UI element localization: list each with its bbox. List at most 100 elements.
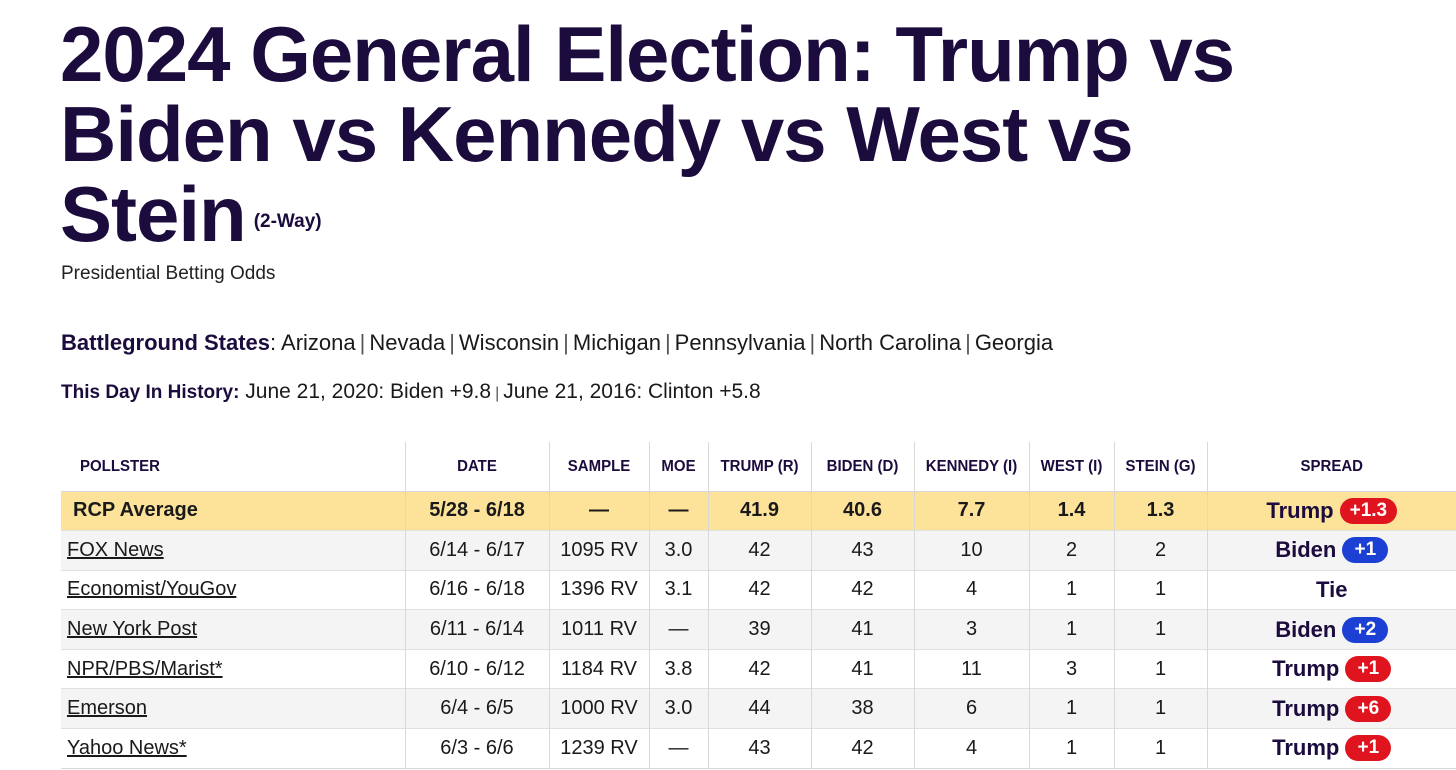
header-west[interactable]: WEST (I) <box>1028 440 1114 493</box>
west-cell: 3 <box>1028 648 1114 689</box>
stein-cell: 2 <box>1113 530 1207 571</box>
spread-leader: Biden <box>1275 616 1337 642</box>
stein-cell: 1 <box>1113 569 1207 610</box>
table-row: Emerson 6/4 - 6/5 1000 RV 3.0 44 38 6 1 1 Trump +6 <box>61 688 1456 729</box>
biden-cell: 42 <box>810 569 914 610</box>
moe-cell: 3.1 <box>648 569 708 610</box>
spread-badge: +1 <box>1345 656 1392 683</box>
sample-cell: 1011 RV <box>548 609 649 650</box>
pollster-cell: NPR/PBS/Marist* <box>61 648 405 689</box>
history-separator: | <box>495 385 500 402</box>
state-link[interactable]: Nevada <box>369 330 446 355</box>
state-link[interactable]: North Carolina <box>819 330 962 355</box>
trump-cell: 42 <box>707 648 811 689</box>
pollster-link[interactable]: Emerson <box>67 697 148 720</box>
pollster-link[interactable]: NPR/PBS/Marist* <box>67 657 223 680</box>
table-row: NPR/PBS/Marist* 6/10 - 6/12 1184 RV 3.8 42 41… <box>61 648 1456 689</box>
state-separator: | <box>965 330 971 355</box>
battleground-colon: : <box>270 330 282 355</box>
pollster-cell: New York Post <box>61 609 405 650</box>
battleground-state-list: Arizona | Nevada | Wisconsin | Michigan | Pennsy… <box>281 330 1053 355</box>
battleground-label: Battleground States <box>61 330 271 355</box>
polls-table: POLLSTER DATE SAMPLE MOE TRUMP (R) BIDEN… <box>61 440 1456 769</box>
west-cell: 1 <box>1028 609 1114 650</box>
pollster-link[interactable]: Economist/YouGov <box>67 578 237 601</box>
header-biden[interactable]: BIDEN (D) <box>810 440 914 493</box>
header-date[interactable]: DATE <box>404 440 549 493</box>
spread-leader: Tie <box>1316 576 1348 602</box>
header-sample[interactable]: SAMPLE <box>548 440 649 493</box>
pollster-cell: Economist/YouGov <box>61 569 405 610</box>
history-entry[interactable]: June 21, 2020: Biden +9.8 <box>245 380 492 403</box>
page-title: 2024 General Election: Trump vs Biden vs… <box>60 14 1260 262</box>
moe-cell: 3.0 <box>648 530 708 571</box>
pollster-cell: Yahoo News* <box>61 728 405 769</box>
avg-kennedy: 7.7 <box>913 490 1029 531</box>
spread: Trump +1 <box>1272 735 1392 762</box>
spread-cell: Tie <box>1206 569 1456 610</box>
kennedy-cell: 3 <box>913 609 1029 650</box>
trump-cell: 43 <box>707 728 811 769</box>
state-link[interactable]: Georgia <box>974 330 1054 355</box>
avg-biden: 40.6 <box>810 490 914 531</box>
header-spread[interactable]: SPREAD <box>1206 440 1456 493</box>
header-stein[interactable]: STEIN (G) <box>1113 440 1207 493</box>
state-separator: | <box>664 330 671 355</box>
date-cell: 6/4 - 6/5 <box>404 688 549 729</box>
spread-leader: Trump <box>1272 735 1340 761</box>
state-link[interactable]: Pennsylvania <box>674 330 806 355</box>
header-pollster[interactable]: POLLSTER <box>80 457 161 476</box>
trump-cell: 42 <box>707 569 811 610</box>
pollster-cell: Emerson <box>61 688 405 729</box>
moe-cell: — <box>648 728 708 769</box>
pollster-link[interactable]: FOX News <box>67 538 164 561</box>
header-kennedy[interactable]: KENNEDY (I) <box>913 440 1029 493</box>
spread: Trump +6 <box>1272 695 1392 722</box>
page-title-text: 2024 General Election: Trump vs Biden vs… <box>60 10 1235 258</box>
history-entry[interactable]: June 21, 2016: Clinton +5.8 <box>503 380 761 403</box>
spread-cell: Trump +1 <box>1206 648 1456 689</box>
trump-cell: 44 <box>707 688 811 729</box>
spread: Biden +2 <box>1275 616 1389 643</box>
table-header-row: POLLSTER DATE SAMPLE MOE TRUMP (R) BIDEN… <box>61 440 1456 493</box>
state-link[interactable]: Arizona <box>281 330 356 355</box>
rcp-average-row: RCP Average 5/28 - 6/18 — — 41.9 40.6 7.… <box>61 490 1456 531</box>
header-moe[interactable]: MOE <box>648 440 708 493</box>
page-title-tag: (2-Way) <box>253 211 322 232</box>
avg-spread: Trump +1.3 <box>1206 490 1456 531</box>
betting-odds-link[interactable]: Presidential Betting Odds <box>61 263 276 284</box>
spread-leader: Trump <box>1266 497 1334 523</box>
moe-cell: 3.0 <box>648 688 708 729</box>
state-link[interactable]: Wisconsin <box>458 330 560 355</box>
pollster-link[interactable]: New York Post <box>67 618 198 641</box>
west-cell: 1 <box>1028 688 1114 729</box>
spread-badge: +6 <box>1345 695 1392 722</box>
spread: Trump +1 <box>1272 656 1392 683</box>
spread-cell: Trump +1.3 <box>1266 497 1398 524</box>
spread-cell: Biden +2 <box>1206 609 1456 650</box>
spread-leader: Trump <box>1272 695 1340 721</box>
biden-cell: 41 <box>810 648 914 689</box>
battleground-states: Battleground States: Arizona | Nevada | Wisc… <box>61 330 1053 356</box>
avg-sample: — <box>548 490 649 531</box>
spread-badge: +1 <box>1345 735 1392 762</box>
moe-cell: 3.8 <box>648 648 708 689</box>
sample-cell: 1396 RV <box>548 569 649 610</box>
avg-trump: 41.9 <box>707 490 811 531</box>
pollster-link[interactable]: Yahoo News* <box>67 736 187 759</box>
west-cell: 1 <box>1028 569 1114 610</box>
subtitle: Presidential Betting Odds <box>61 263 275 285</box>
date-cell: 6/10 - 6/12 <box>404 648 549 689</box>
west-cell: 1 <box>1028 728 1114 769</box>
header-trump[interactable]: TRUMP (R) <box>707 440 811 493</box>
spread-badge: +2 <box>1342 616 1389 643</box>
spread: Tie <box>1316 577 1347 603</box>
kennedy-cell: 6 <box>913 688 1029 729</box>
avg-pollster: RCP Average <box>61 490 405 531</box>
sample-cell: 1239 RV <box>548 728 649 769</box>
moe-cell: — <box>648 609 708 650</box>
this-day-in-history: This Day In History: June 21, 2020: Bide… <box>61 380 761 404</box>
state-link[interactable]: Michigan <box>572 330 661 355</box>
stein-cell: 1 <box>1113 728 1207 769</box>
biden-cell: 41 <box>810 609 914 650</box>
